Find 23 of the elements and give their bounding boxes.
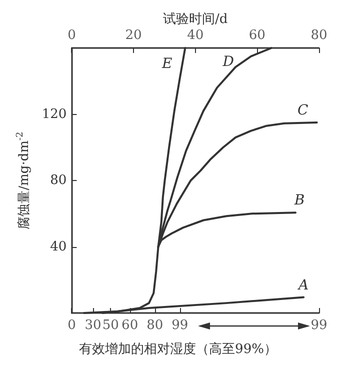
- y-axis-title: 腐蚀量/mg·dm-2: [16, 132, 32, 230]
- series-label: C: [297, 102, 308, 119]
- y-tick-label: 40: [50, 239, 67, 254]
- text: 0: [68, 318, 76, 333]
- series-label: E: [161, 56, 172, 72]
- x-tick-label: 0: [68, 28, 76, 43]
- text: 99: [172, 318, 188, 333]
- text: 99: [310, 318, 328, 333]
- y-tick-label: 120: [42, 106, 67, 122]
- series-label: B: [293, 192, 305, 209]
- x-tick-label: 80: [310, 28, 328, 43]
- x-tick-label: 40: [187, 28, 204, 43]
- text: 有效增加的相对湿度（高至99%）: [79, 341, 277, 357]
- text: 50: [102, 318, 119, 333]
- x-axis-title: 试验时间/d: [163, 12, 228, 27]
- text: 30: [84, 318, 102, 333]
- text: 80: [146, 318, 164, 333]
- text: 60: [122, 318, 138, 333]
- series-label: A: [296, 277, 309, 294]
- series-label: D: [222, 54, 234, 70]
- x-tick-label: 20: [125, 28, 142, 43]
- x-tick-label: 60: [248, 28, 266, 43]
- y-tick-label: 80: [50, 173, 67, 188]
